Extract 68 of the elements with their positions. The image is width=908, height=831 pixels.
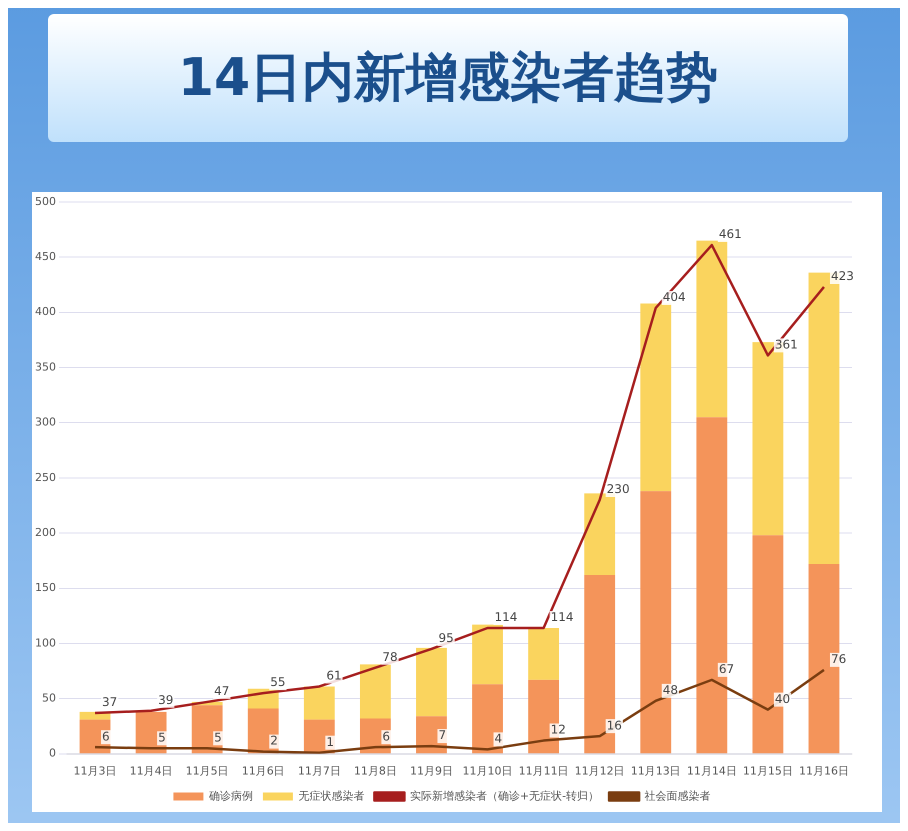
y-tick-label: 50 bbox=[42, 691, 56, 704]
y-tick-label: 400 bbox=[34, 305, 56, 318]
data-label: 95 bbox=[438, 631, 454, 646]
bar bbox=[640, 304, 672, 492]
data-label: 404 bbox=[662, 290, 686, 304]
x-tick-label: 11月4日 bbox=[130, 764, 173, 778]
data-label: 48 bbox=[662, 682, 678, 697]
legend-label: 无症状感染者 bbox=[298, 789, 364, 802]
y-tick-label: 350 bbox=[34, 360, 56, 374]
data-label: 114 bbox=[550, 610, 574, 624]
bar bbox=[304, 686, 335, 720]
x-tick-label: 11月14日 bbox=[686, 764, 737, 778]
chart-title: 14日内新增感染者趋势 bbox=[178, 47, 718, 110]
x-tick-label: 11月7日 bbox=[298, 764, 341, 778]
y-tick-label: 250 bbox=[34, 470, 56, 484]
data-label: 114 bbox=[494, 610, 518, 624]
data-label: 39 bbox=[158, 692, 174, 707]
data-label: 76 bbox=[830, 652, 846, 666]
data-label: 6 bbox=[382, 729, 390, 744]
data-label: 5 bbox=[158, 730, 166, 744]
y-tick-label: 100 bbox=[34, 636, 56, 650]
data-label: 6 bbox=[102, 729, 110, 744]
data-label: 61 bbox=[326, 668, 342, 683]
x-tick-label: 11月9日 bbox=[410, 764, 453, 778]
x-tick-label: 11月3日 bbox=[74, 764, 117, 778]
x-tick-label: 11月6日 bbox=[242, 764, 285, 778]
x-tick-label: 11月12日 bbox=[574, 764, 625, 778]
data-label: 230 bbox=[606, 482, 630, 496]
bar bbox=[472, 624, 503, 684]
x-tick-label: 11月8日 bbox=[354, 764, 397, 778]
data-label: 47 bbox=[214, 684, 230, 698]
y-tick-label: 300 bbox=[34, 416, 56, 429]
y-tick-label: 0 bbox=[48, 746, 56, 760]
x-tick-label: 11月13日 bbox=[630, 764, 681, 778]
y-tick-label: 450 bbox=[34, 250, 56, 264]
x-tick-label: 11月11日 bbox=[518, 764, 569, 778]
x-tick-label: 11月16日 bbox=[798, 764, 849, 778]
data-label: 361 bbox=[774, 338, 798, 352]
data-label: 423 bbox=[830, 269, 854, 284]
data-label: 2 bbox=[270, 734, 278, 748]
data-label: 7 bbox=[438, 728, 446, 742]
y-tick-label: 500 bbox=[34, 194, 56, 208]
data-label: 5 bbox=[214, 730, 222, 744]
data-label: 67 bbox=[718, 662, 734, 676]
x-tick-label: 11月5日 bbox=[186, 764, 229, 778]
bar bbox=[472, 684, 503, 754]
bar bbox=[696, 240, 728, 418]
legend-label: 社会面感染者 bbox=[644, 789, 711, 802]
y-tick-label: 150 bbox=[34, 581, 56, 594]
bar bbox=[584, 493, 616, 576]
data-label: 16 bbox=[606, 718, 622, 732]
bar bbox=[360, 664, 391, 718]
data-label: 12 bbox=[550, 722, 566, 737]
legend-label: 确诊病例 bbox=[208, 789, 253, 802]
data-label: 37 bbox=[102, 695, 118, 710]
bar bbox=[528, 628, 560, 680]
bar bbox=[192, 705, 223, 754]
data-label: 78 bbox=[382, 650, 398, 664]
x-tick-label: 11月10日 bbox=[462, 764, 513, 778]
bar bbox=[416, 648, 447, 716]
data-label: 55 bbox=[270, 675, 286, 690]
y-tick-label: 200 bbox=[34, 526, 56, 539]
legend-label: 实际新增感染者（确诊+无症状-转归） bbox=[410, 789, 600, 802]
data-label: 1 bbox=[326, 734, 334, 749]
x-tick-label: 11月15日 bbox=[742, 764, 793, 778]
data-label: 40 bbox=[774, 692, 790, 706]
data-label: 461 bbox=[718, 227, 742, 242]
data-label: 4 bbox=[494, 732, 502, 746]
